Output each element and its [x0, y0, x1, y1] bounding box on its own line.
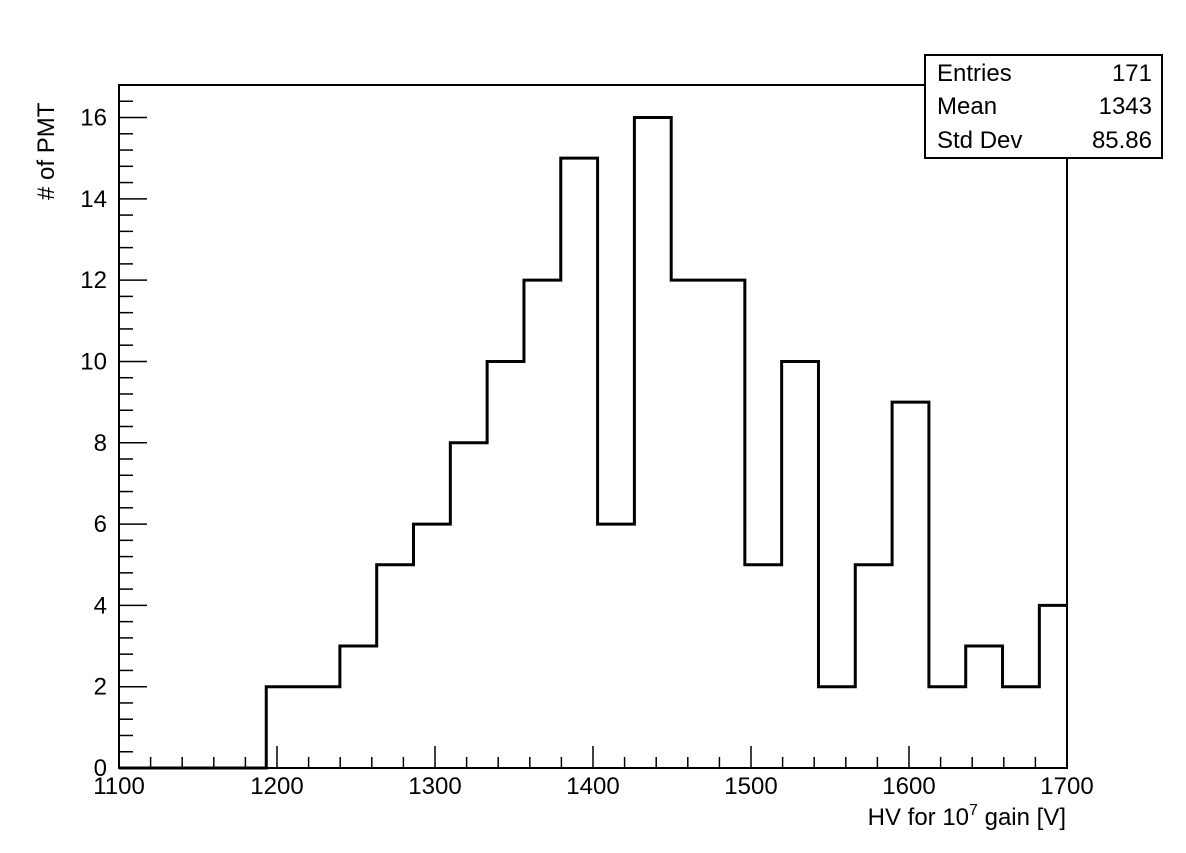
- y-tick-label: 4: [94, 592, 107, 619]
- stats-entries-label: Entries: [937, 60, 1012, 87]
- x-tick-label: 1700: [1040, 773, 1093, 800]
- stats-entries-value: 171: [1112, 60, 1152, 87]
- y-tick-label: 10: [80, 348, 107, 375]
- plot-frame: [118, 84, 1068, 769]
- x-axis-label-main: HV for 10: [868, 804, 969, 831]
- stats-mean-label: Mean: [937, 93, 997, 120]
- x-tick-label: 1200: [250, 773, 303, 800]
- y-tick-label: 14: [80, 186, 107, 213]
- y-tick-label: 6: [94, 511, 107, 538]
- axis-ticks: [118, 84, 1068, 769]
- stats-stddev-value: 85.86: [1092, 127, 1152, 154]
- y-tick-label: 2: [94, 674, 107, 701]
- y-tick-label: 8: [94, 430, 107, 457]
- x-axis-label-sup: 7: [969, 802, 978, 819]
- x-tick-label: 1600: [882, 773, 935, 800]
- y-tick-label: 0: [94, 755, 107, 782]
- stats-box: Entries 171 Mean 1343 Std Dev 85.86: [924, 54, 1163, 159]
- x-tick-label: 1500: [724, 773, 777, 800]
- stats-stddev-label: Std Dev: [937, 127, 1022, 154]
- y-tick-label: 12: [80, 267, 107, 294]
- stats-mean-value: 1343: [1099, 93, 1152, 120]
- x-tick-label: 1400: [566, 773, 619, 800]
- y-tick-labels: 0 2 4 6 8 10 12 14 16: [80, 105, 107, 782]
- histogram-outline: [119, 116, 1067, 770]
- x-tick-labels: 1100 1200 1300 1400 1500 1600 1700: [93, 773, 1094, 800]
- x-axis-label-suffix: gain [V]: [978, 804, 1066, 831]
- x-tick-label: 1100: [93, 773, 145, 800]
- x-tick-label: 1300: [408, 773, 461, 800]
- stats-box-frame: [924, 54, 1163, 159]
- y-tick-label: 16: [80, 105, 107, 132]
- y-axis-label: # of PMT: [33, 102, 60, 200]
- x-axis-label: HV for 107 gain [V]: [868, 802, 1066, 831]
